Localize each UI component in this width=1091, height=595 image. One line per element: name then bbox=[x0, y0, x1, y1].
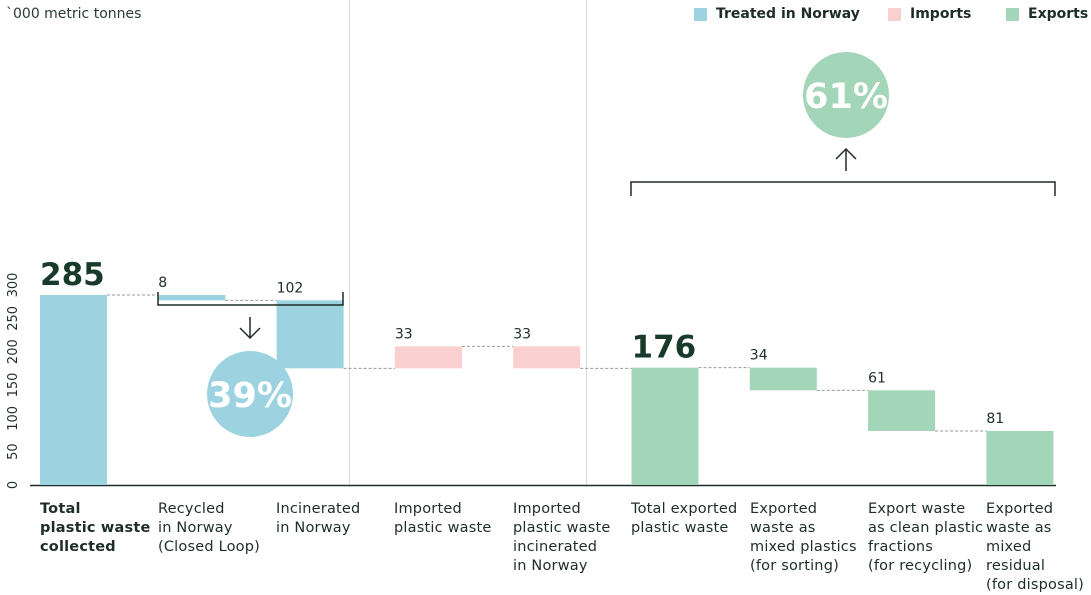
legend-label-imports: Imports bbox=[910, 6, 972, 22]
y-tick-label: 300 bbox=[6, 273, 21, 298]
legend-item-treated: Treated in Norway bbox=[694, 6, 860, 22]
legend-item-imports: Imports bbox=[888, 6, 971, 22]
category-label-imported-incinerated: Imported plastic waste incinerated in No… bbox=[513, 501, 611, 574]
legend-label-treated: Treated in Norway bbox=[716, 6, 860, 22]
bar-value-label: 8 bbox=[158, 275, 167, 291]
y-tick-label: 50 bbox=[6, 443, 21, 460]
bar bbox=[40, 294, 107, 485]
legend-swatch-exports bbox=[1006, 7, 1019, 21]
bar bbox=[394, 346, 462, 369]
unit-label: `000 metric tonnes bbox=[6, 6, 142, 22]
category-label-imported: Imported plastic waste bbox=[394, 501, 492, 536]
legend-swatch-imports bbox=[888, 7, 901, 21]
category-label-total-exported: Total exported plastic waste bbox=[631, 501, 738, 536]
bar-value-label: 176 bbox=[632, 330, 697, 366]
bar bbox=[158, 294, 226, 301]
bar-value-label: 285 bbox=[40, 257, 105, 293]
y-tick-label: 200 bbox=[6, 339, 21, 364]
bar-value-label: 81 bbox=[986, 411, 1004, 427]
legend-item-exports: Exports bbox=[1006, 6, 1088, 22]
category-label-total-collected: Total plastic waste collected bbox=[40, 501, 151, 555]
bar bbox=[631, 367, 699, 485]
bar bbox=[749, 367, 817, 391]
category-label-exported-mixed: Exported waste as mixed plastics (for so… bbox=[750, 501, 857, 574]
y-tick-label: 0 bbox=[6, 481, 21, 489]
category-label-exported-clean: Export waste as clean plastic fractions … bbox=[868, 501, 984, 574]
arrow-down-icon bbox=[239, 317, 261, 340]
y-tick-label: 150 bbox=[6, 373, 21, 398]
bracket-treated bbox=[157, 292, 344, 306]
category-label-incinerated: Incinerated in Norway bbox=[276, 501, 361, 536]
percent-label-exports: 61% bbox=[804, 77, 888, 117]
bar-value-label: 102 bbox=[277, 280, 304, 296]
bar bbox=[276, 300, 344, 369]
legend-swatch-treated bbox=[694, 7, 707, 21]
percent-bubble-treated bbox=[207, 351, 293, 437]
bar bbox=[986, 430, 1054, 485]
waterfall-chart: 0 50 100 150 200 250 300 285 8 102 33 33 176 34 61 81 39… bbox=[6, 0, 1056, 489]
y-tick-label: 100 bbox=[6, 406, 21, 431]
bar-value-label: 33 bbox=[513, 326, 531, 342]
percent-bubble-exports bbox=[803, 52, 889, 138]
category-label-exported-residual: Exported waste as mixed residual (for di… bbox=[986, 501, 1084, 593]
arrow-up-icon bbox=[835, 147, 857, 171]
bar-value-label: 34 bbox=[750, 348, 768, 364]
bar-value-label: 61 bbox=[868, 370, 886, 386]
percent-label-treated: 39% bbox=[208, 376, 292, 416]
bar bbox=[868, 390, 936, 431]
category-label-recycled: Recycled in Norway (Closed Loop) bbox=[158, 501, 260, 555]
y-tick-label: 250 bbox=[6, 306, 21, 331]
bar bbox=[513, 346, 581, 369]
bracket-exports bbox=[630, 181, 1056, 196]
legend-label-exports: Exports bbox=[1028, 6, 1089, 22]
bar-value-label: 33 bbox=[395, 326, 413, 342]
